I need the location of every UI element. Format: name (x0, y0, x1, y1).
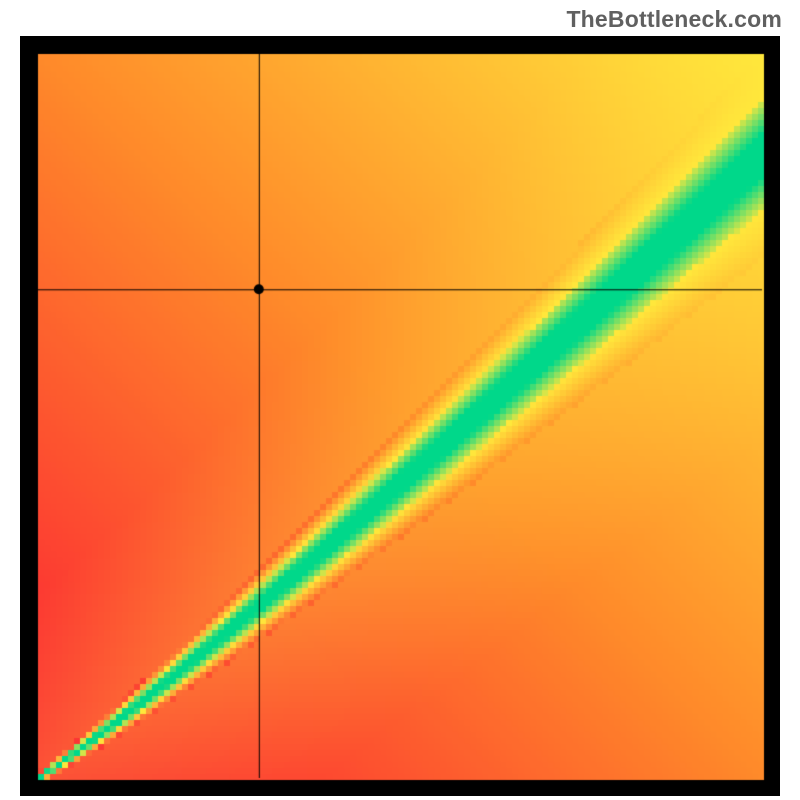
heatmap-canvas (20, 36, 780, 796)
watermark-text: TheBottleneck.com (566, 6, 782, 33)
chart-container: TheBottleneck.com (0, 0, 800, 800)
bottleneck-heatmap-plot (20, 36, 780, 796)
